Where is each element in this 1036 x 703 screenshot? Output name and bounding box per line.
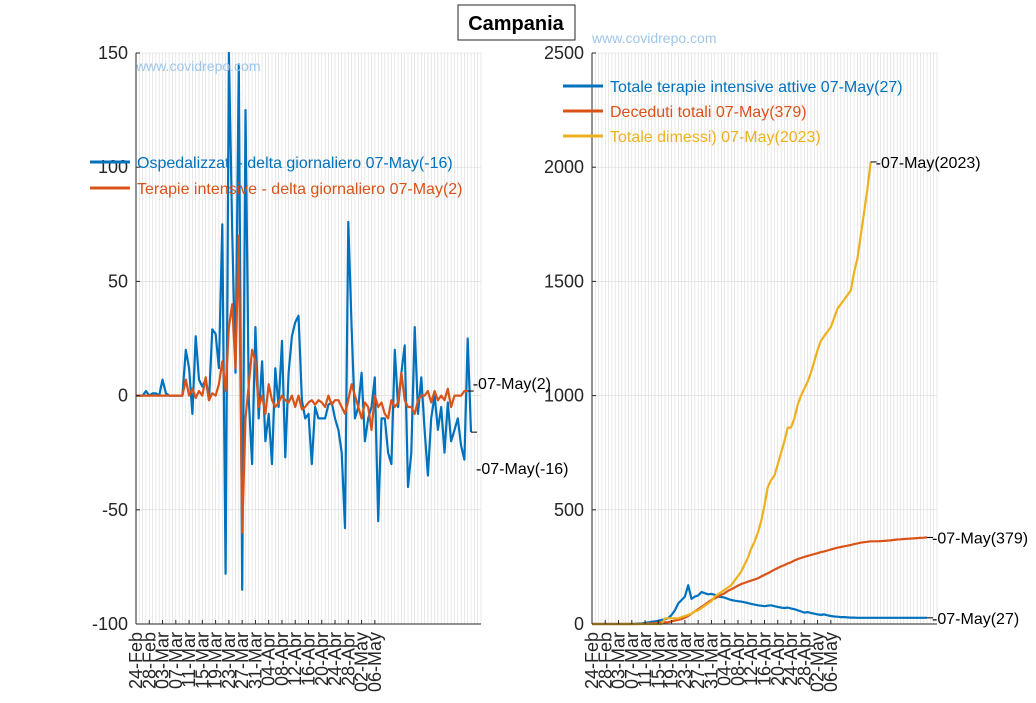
x-tick-label: 15-Mar <box>192 632 212 689</box>
x-tick-label: 31-Mar <box>245 632 265 689</box>
x-tick-label: 06-May <box>821 632 841 692</box>
x-tick-label: 04-Apr <box>715 632 735 686</box>
y-tick-label: 100 <box>98 157 128 177</box>
left-chart: -100 -50 0 50 100 150 24-Feb28-Feb03-Mar07-Mar… <box>90 43 569 692</box>
y-tick-label: -100 <box>92 614 128 634</box>
x-tick-label: 12-Apr <box>741 632 761 686</box>
right-watermark: www.covidrepo.com <box>591 30 717 46</box>
left-chart-end-labels: -07-May(-16) -07-May(2) <box>467 376 569 478</box>
x-tick-label: 24-Feb <box>126 632 146 689</box>
x-tick-label: 04-Apr <box>259 632 279 686</box>
legend-entry: Totale dimessi) 07-May(2023) <box>610 129 821 146</box>
x-tick-label: 28-Apr <box>338 632 358 686</box>
series-line-1 <box>136 234 468 534</box>
y-tick-label: 150 <box>98 43 128 63</box>
x-tick-label: 19-Mar <box>206 632 226 689</box>
x-tick-label: 23-Mar <box>675 632 695 689</box>
x-tick-label: 27-Mar <box>232 632 252 689</box>
x-tick-label: 28-Feb <box>139 632 159 689</box>
x-tick-label: 16-Apr <box>755 632 775 686</box>
y-tick-label: 2000 <box>544 157 584 177</box>
x-tick-label: 12-Apr <box>285 632 305 686</box>
x-tick-label: 03-Mar <box>609 632 629 689</box>
x-tick-label: 24-Apr <box>781 632 801 686</box>
y-tick-label: 1500 <box>544 271 584 291</box>
x-tick-label: 11-Mar <box>635 632 655 688</box>
end-label: -07-May(2023) <box>876 155 981 172</box>
figure-title-text: Campania <box>468 13 564 35</box>
x-tick-label: 31-Mar <box>701 632 721 689</box>
x-tick-label: 24-Apr <box>325 632 345 686</box>
x-tick-label: 02-May <box>808 632 828 692</box>
y-tick-label: 500 <box>554 500 584 520</box>
x-tick-label: 08-Apr <box>272 632 292 686</box>
x-tick-label: 02-May <box>352 632 372 692</box>
left-chart-grid <box>135 52 482 625</box>
x-tick-label: 28-Feb <box>595 632 615 689</box>
right-chart: 0 500 1000 1500 2000 2500 24-Feb28-Feb03-Mar07… <box>544 30 1028 692</box>
y-tick-label: 0 <box>574 614 584 634</box>
legend-entry: Terapie intensive - delta giornaliero 07… <box>137 181 463 198</box>
x-tick-label: 20-Apr <box>768 632 788 686</box>
legend-entry: Totale terapie intensive attive 07-May(2… <box>610 79 903 96</box>
x-tick-label: 06-May <box>365 632 385 692</box>
legend-entry: Ospedalizzati - delta giornaliero 07-May… <box>137 155 453 172</box>
right-chart-legend: Totale terapie intensive attive 07-May(2… <box>563 79 903 146</box>
x-tick-label: 11-Mar <box>179 632 199 688</box>
x-tick-label: 07-Mar <box>166 632 186 689</box>
x-tick-label: 27-Mar <box>688 632 708 689</box>
x-tick-label: 23-Mar <box>219 632 239 689</box>
y-tick-label: 2500 <box>544 43 584 63</box>
end-label: -07-May(2) <box>473 376 551 393</box>
legend-entry: Deceduti totali 07-May(379) <box>610 104 807 121</box>
x-tick-label: 03-Mar <box>153 632 173 689</box>
end-label: -07-May(-16) <box>476 461 568 478</box>
y-tick-label: 0 <box>118 386 128 406</box>
y-tick-label: 50 <box>108 271 128 291</box>
x-tick-label: 07-Mar <box>622 632 642 689</box>
right-chart-grid <box>591 52 938 625</box>
y-tick-label: 1000 <box>544 386 584 406</box>
x-tick-label: 16-Apr <box>299 632 319 686</box>
x-tick-label: 08-Apr <box>728 632 748 686</box>
x-tick-label: 15-Mar <box>648 632 668 689</box>
right-chart-axes: 0 500 1000 1500 2000 2500 24-Feb28-Feb03-Mar07… <box>544 43 937 692</box>
left-chart-axes: -100 -50 0 50 100 150 24-Feb28-Feb03-Mar07-Mar… <box>92 43 481 692</box>
left-chart-lines <box>136 51 473 591</box>
right-chart-end-labels: -07-May(27) -07-May(379) -07-May(2023) <box>870 155 1028 628</box>
figure-title: Campania <box>457 4 576 41</box>
end-label: -07-May(379) <box>932 530 1028 547</box>
left-watermark: www.covidrepo.com <box>135 58 261 74</box>
x-tick-label: 20-Apr <box>312 632 332 686</box>
y-tick-label: -50 <box>102 500 128 520</box>
end-label: -07-May(27) <box>932 611 1019 628</box>
x-tick-label: 28-Apr <box>794 632 814 686</box>
left-chart-legend: Ospedalizzati - delta giornaliero 07-May… <box>90 155 463 198</box>
x-tick-label: 24-Feb <box>582 632 602 689</box>
x-tick-label: 19-Mar <box>662 632 682 689</box>
